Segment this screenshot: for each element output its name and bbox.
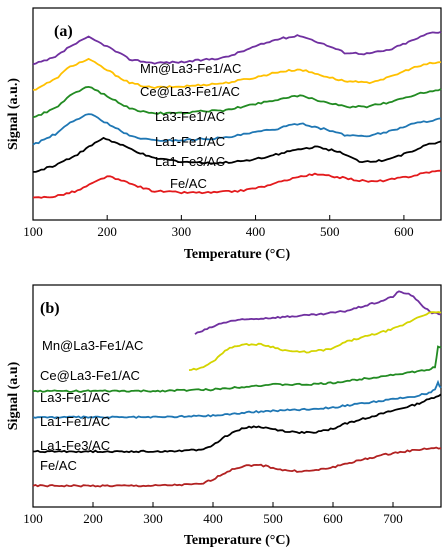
x-tick-label-b-1: 200 bbox=[83, 511, 103, 526]
series-label-a-5: Fe/AC bbox=[170, 176, 207, 191]
series-line-a-4 bbox=[33, 136, 442, 173]
panel-label-b: (b) bbox=[40, 300, 60, 317]
x-tick-label-b-4: 500 bbox=[263, 511, 283, 526]
x-tick-label-a-5: 600 bbox=[394, 224, 414, 239]
x-ticks-a: 100 200 300 400 500 600 bbox=[23, 215, 414, 239]
series-line-b-4 bbox=[32, 393, 442, 454]
series-label-b-4: La1-Fe3/AC bbox=[40, 438, 110, 453]
series-line-b-1 bbox=[188, 311, 442, 371]
series-label-b-3: La1-Fe1/AC bbox=[40, 414, 110, 429]
y-axis-title-b: Signal (a.u) bbox=[6, 361, 21, 430]
x-tick-label-a-3: 400 bbox=[246, 224, 266, 239]
series-label-b-0: Mn@La3-Fe1/AC bbox=[42, 338, 143, 353]
series-label-a-4: La1-Fe3/AC bbox=[155, 154, 225, 169]
x-tick-label-a-2: 300 bbox=[172, 224, 192, 239]
series-label-a-1: Ce@La3-Fe1/AC bbox=[140, 84, 240, 99]
panel-a: (a) Mn@La3-Fe1/AC Ce@La3-Fe1/AC La3-Fe1/AC… bbox=[6, 7, 442, 262]
x-tick-label-b-5: 600 bbox=[323, 511, 343, 526]
series-line-a-5 bbox=[32, 169, 442, 199]
series-line-a-2 bbox=[32, 85, 442, 119]
series-label-a-2: La3-Fe1/AC bbox=[155, 109, 225, 124]
series-label-a-0: Mn@La3-Fe1/AC bbox=[140, 61, 241, 76]
x-tick-label-a-1: 200 bbox=[97, 224, 117, 239]
series-labels-b: Mn@La3-Fe1/AC Ce@La3-Fe1/AC La3-Fe1/AC La1-… bbox=[40, 338, 143, 473]
x-tick-label-b-0: 100 bbox=[23, 511, 43, 526]
series-label-a-3: La1-Fe1/AC bbox=[155, 134, 225, 149]
series-label-b-5: Fe/AC bbox=[40, 458, 77, 473]
plot-frame-b bbox=[32, 284, 442, 508]
y-axis-title-a: Signal (a.u.) bbox=[6, 78, 21, 150]
x-axis-title-a: Temperature (°C) bbox=[184, 247, 291, 262]
series-group-a bbox=[32, 30, 442, 199]
panel-label-a: (a) bbox=[54, 23, 73, 40]
plot-frame-a bbox=[32, 7, 442, 221]
series-line-a-0 bbox=[32, 30, 442, 66]
x-tick-label-b-6: 700 bbox=[383, 511, 403, 526]
series-line-b-2 bbox=[32, 345, 442, 393]
series-line-b-5 bbox=[32, 446, 442, 488]
x-ticks-b: 100 200 300 400 500 600 700 bbox=[23, 502, 403, 526]
x-axis-title-b: Temperature (°C) bbox=[184, 533, 291, 548]
x-tick-label-b-2: 300 bbox=[143, 511, 163, 526]
x-tick-label-a-0: 100 bbox=[23, 224, 43, 239]
x-tick-label-b-3: 400 bbox=[203, 511, 223, 526]
series-line-a-1 bbox=[32, 57, 442, 91]
panel-b: (b) Mn@La3-Fe1/AC Ce@La3-Fe1/AC La3-Fe1/AC… bbox=[6, 284, 442, 548]
series-group-b bbox=[32, 290, 442, 488]
series-line-a-3 bbox=[32, 113, 442, 146]
series-label-b-2: La3-Fe1/AC bbox=[40, 390, 110, 405]
series-label-b-1: Ce@La3-Fe1/AC bbox=[40, 368, 140, 383]
x-tick-label-a-4: 500 bbox=[320, 224, 340, 239]
series-line-b-3 bbox=[32, 379, 442, 420]
series-labels-a: Mn@La3-Fe1/AC Ce@La3-Fe1/AC La3-Fe1/AC La1-… bbox=[140, 61, 241, 191]
series-line-b-0 bbox=[194, 290, 442, 335]
